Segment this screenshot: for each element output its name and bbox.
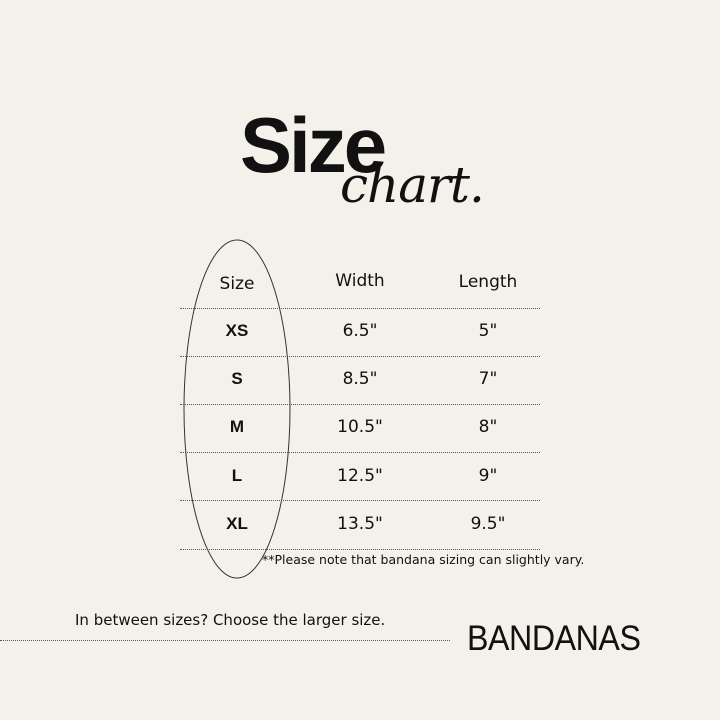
width-cell: 13.5" <box>337 514 383 534</box>
tip-divider <box>0 640 450 641</box>
width-cell: 12.5" <box>337 466 383 486</box>
size-cell: M <box>229 417 245 436</box>
length-cell: 8" <box>478 417 498 437</box>
length-cell: 5" <box>478 321 498 341</box>
row-divider <box>180 500 540 501</box>
width-cell: 10.5" <box>337 417 383 437</box>
row-divider <box>180 308 540 309</box>
width-cell: 8.5" <box>342 369 378 389</box>
title-script: chart. <box>340 156 485 214</box>
length-cell: 7" <box>478 369 498 389</box>
width-cell: 6.5" <box>342 321 378 341</box>
title-main: Size <box>240 101 387 189</box>
size-cell: XS <box>225 321 249 340</box>
length-cell: 9" <box>478 466 498 486</box>
length-cell: 9.5" <box>470 514 506 534</box>
header-width: Width <box>335 271 385 291</box>
product-label: BANDANAS <box>467 619 641 658</box>
sizing-note: **Please note that bandana sizing can sl… <box>262 552 585 567</box>
header-length: Length <box>458 272 518 292</box>
size-cell: XL <box>226 514 248 533</box>
header-size: Size <box>219 274 255 294</box>
row-divider <box>180 549 540 550</box>
row-divider <box>180 404 540 405</box>
row-divider <box>180 356 540 357</box>
size-cell: S <box>231 369 243 388</box>
size-cell: L <box>231 466 243 485</box>
sizing-tip: In between sizes? Choose the larger size… <box>75 611 386 629</box>
row-divider <box>180 452 540 453</box>
